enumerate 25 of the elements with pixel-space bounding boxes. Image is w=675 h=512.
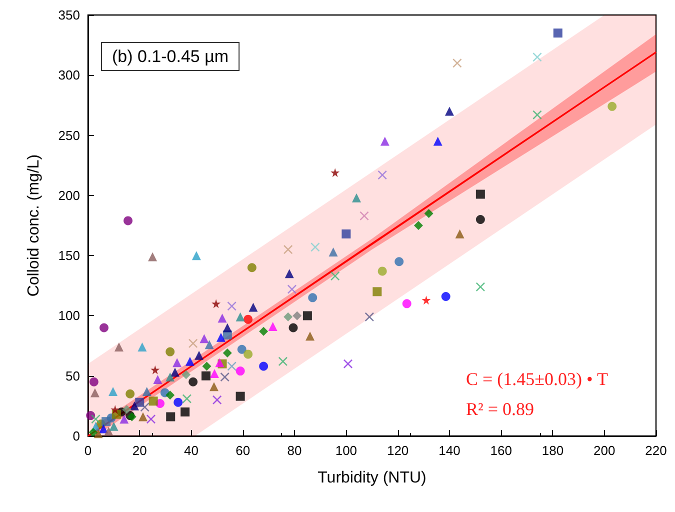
annotation: C = (1.45±0.03) • T [466,369,608,389]
y-tick-label: 300 [58,68,80,83]
y-tick-label: 350 [58,8,80,22]
x-tick-label: 40 [184,443,199,458]
y-tick-label: 250 [58,128,80,143]
x-tick-label: 180 [542,443,564,458]
annotation: R² = 0.89 [466,399,534,419]
y-tick-label: 200 [58,188,80,203]
x-tick-label: 80 [287,443,302,458]
x-tick-label: 140 [438,443,460,458]
x-tick-label: 100 [335,443,358,458]
y-tick-label: 50 [66,368,80,384]
y-axis-title: Colloid conc. (mg/L) [26,154,42,297]
x-tick-label: 120 [386,443,409,458]
x-tick-label: 200 [594,443,616,458]
x-tick-label: 220 [645,443,667,458]
y-tick-label: 150 [58,248,80,264]
x-tick-label: 20 [132,443,147,458]
y-tick-label: 100 [58,308,80,324]
x-axis-title: Turbidity (NTU) [318,470,426,486]
y-tick-label: 0 [72,428,80,444]
annotation: (b) 0.1-0.45 µm [112,47,229,66]
x-tick-label: 160 [490,443,512,458]
x-tick-label: 0 [84,443,92,458]
x-tick-label: 60 [236,443,250,458]
